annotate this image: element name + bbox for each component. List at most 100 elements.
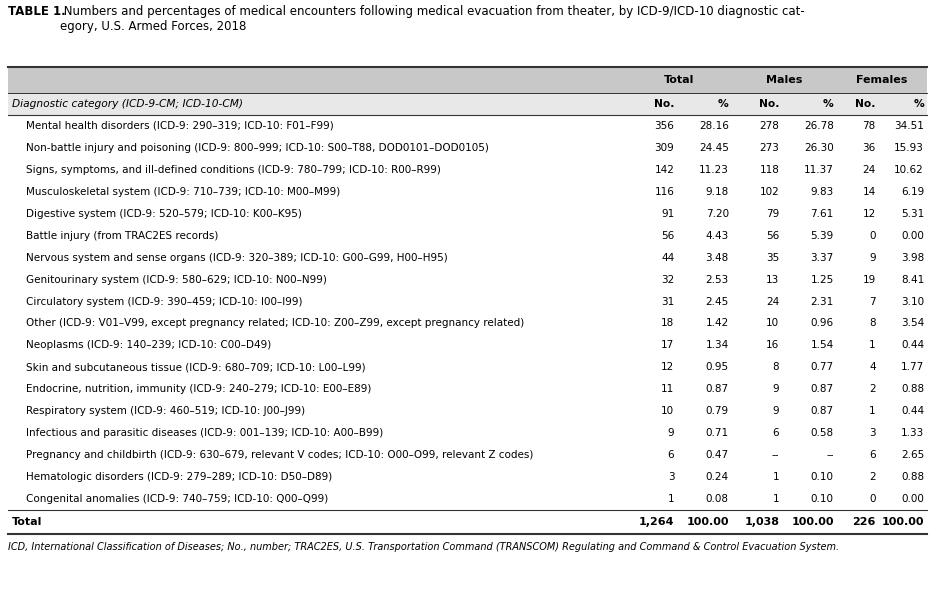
Text: Neoplasms (ICD-9: 140–239; ICD-10: C00–D49): Neoplasms (ICD-9: 140–239; ICD-10: C00–D… [26,340,271,350]
Text: 0.00: 0.00 [901,494,924,504]
Text: 11.23: 11.23 [699,165,729,175]
Text: 100.00: 100.00 [686,517,729,527]
Text: 2.31: 2.31 [811,297,834,306]
Text: Battle injury (from TRAC2ES records): Battle injury (from TRAC2ES records) [26,231,219,241]
Text: %: % [718,99,729,109]
Text: Hematologic disorders (ICD-9: 279–289; ICD-10: D50–D89): Hematologic disorders (ICD-9: 279–289; I… [26,472,332,482]
Text: 1.34: 1.34 [706,340,729,350]
Text: 2.53: 2.53 [706,275,729,285]
Bar [8,291,927,312]
Text: 3.98: 3.98 [900,253,924,262]
Text: Pregnancy and childbirth (ICD-9: 630–679, relevant V codes; ICD-10: O00–O99, rel: Pregnancy and childbirth (ICD-9: 630–679… [26,450,533,460]
Text: 0.44: 0.44 [901,340,924,350]
Text: 2: 2 [870,384,876,394]
Text: Mental health disorders (ICD-9: 290–319; ICD-10: F01–F99): Mental health disorders (ICD-9: 290–319;… [26,121,334,131]
Text: Infectious and parasitic diseases (ICD-9: 001–139; ICD-10: A00–B99): Infectious and parasitic diseases (ICD-9… [26,428,383,438]
Text: --: -- [771,450,779,460]
Text: 3.37: 3.37 [811,253,834,262]
Text: 3: 3 [668,472,674,482]
Text: 9: 9 [870,253,876,262]
Text: %: % [913,99,924,109]
Text: Males: Males [766,75,802,85]
Text: 1.42: 1.42 [706,318,729,329]
Text: 9: 9 [772,406,779,416]
Text: 1.54: 1.54 [811,340,834,350]
Text: 1,038: 1,038 [744,517,779,527]
Text: 1.33: 1.33 [900,428,924,438]
Text: 3: 3 [870,428,876,438]
Text: 1.25: 1.25 [811,275,834,285]
Text: 0.10: 0.10 [811,472,834,482]
Text: 14: 14 [862,187,876,197]
Text: 12: 12 [661,362,674,373]
Text: 91: 91 [661,209,674,219]
Text: 0.87: 0.87 [811,384,834,394]
Text: 7.20: 7.20 [706,209,729,219]
Text: 1,264: 1,264 [639,517,674,527]
Text: 26.30: 26.30 [804,143,834,153]
Text: 5.31: 5.31 [900,209,924,219]
Text: 116: 116 [654,187,674,197]
Text: 0.88: 0.88 [901,472,924,482]
Text: 0.24: 0.24 [706,472,729,482]
Text: 118: 118 [759,165,779,175]
Text: No.: No. [654,99,674,109]
Text: 44: 44 [661,253,674,262]
Bar [8,203,927,225]
Text: Congenital anomalies (ICD-9: 740–759; ICD-10: Q00–Q99): Congenital anomalies (ICD-9: 740–759; IC… [26,494,328,504]
Bar [8,159,927,181]
Text: 34.51: 34.51 [894,121,924,131]
Text: 100.00: 100.00 [791,517,834,527]
Text: 0.00: 0.00 [901,231,924,241]
Text: 8.41: 8.41 [900,275,924,285]
Text: 273: 273 [759,143,779,153]
Bar [8,137,927,159]
Text: 309: 309 [654,143,674,153]
Text: --: -- [827,450,834,460]
Text: 24: 24 [862,165,876,175]
Bar [8,510,927,534]
Bar [8,312,927,335]
Text: 0.77: 0.77 [811,362,834,373]
Text: 356: 356 [654,121,674,131]
Text: %: % [823,99,834,109]
Text: 2.45: 2.45 [706,297,729,306]
Text: 3.48: 3.48 [706,253,729,262]
Text: 10.62: 10.62 [894,165,924,175]
Text: 0.95: 0.95 [706,362,729,373]
Text: 3.54: 3.54 [900,318,924,329]
Text: 10: 10 [661,406,674,416]
Text: 0: 0 [870,494,876,504]
Text: 142: 142 [654,165,674,175]
Text: 1: 1 [772,472,779,482]
Bar [8,247,927,268]
Text: 6: 6 [668,450,674,460]
Text: 100.00: 100.00 [882,517,924,527]
Text: 9.18: 9.18 [706,187,729,197]
Text: Nervous system and sense organs (ICD-9: 320–389; ICD-10: G00–G99, H00–H95): Nervous system and sense organs (ICD-9: … [26,253,448,262]
Text: 1: 1 [870,340,876,350]
Text: 56: 56 [661,231,674,241]
Text: Numbers and percentages of medical encounters following medical evacuation from : Numbers and percentages of medical encou… [60,5,805,33]
Bar [8,268,927,291]
Text: TABLE 1.: TABLE 1. [8,5,65,18]
Text: 36: 36 [862,143,876,153]
Text: Other (ICD-9: V01–V99, except pregnancy related; ICD-10: Z00–Z99, except pregnan: Other (ICD-9: V01–V99, except pregnancy … [26,318,525,329]
Bar [8,356,927,378]
Text: 10: 10 [766,318,779,329]
Text: 0.96: 0.96 [811,318,834,329]
Text: Musculoskeletal system (ICD-9: 710–739; ICD-10: M00–M99): Musculoskeletal system (ICD-9: 710–739; … [26,187,340,197]
Text: 18: 18 [661,318,674,329]
Bar [8,93,927,115]
Text: 35: 35 [766,253,779,262]
Bar [8,466,927,488]
Text: 0.87: 0.87 [811,406,834,416]
Text: Total: Total [12,517,42,527]
Text: 56: 56 [766,231,779,241]
Text: 8: 8 [772,362,779,373]
Text: 6: 6 [772,428,779,438]
Text: 0.87: 0.87 [706,384,729,394]
Text: ICD, International Classification of Diseases; No., number; TRAC2ES, U.S. Transp: ICD, International Classification of Dis… [8,542,839,552]
Bar [8,488,927,510]
Text: 16: 16 [766,340,779,350]
